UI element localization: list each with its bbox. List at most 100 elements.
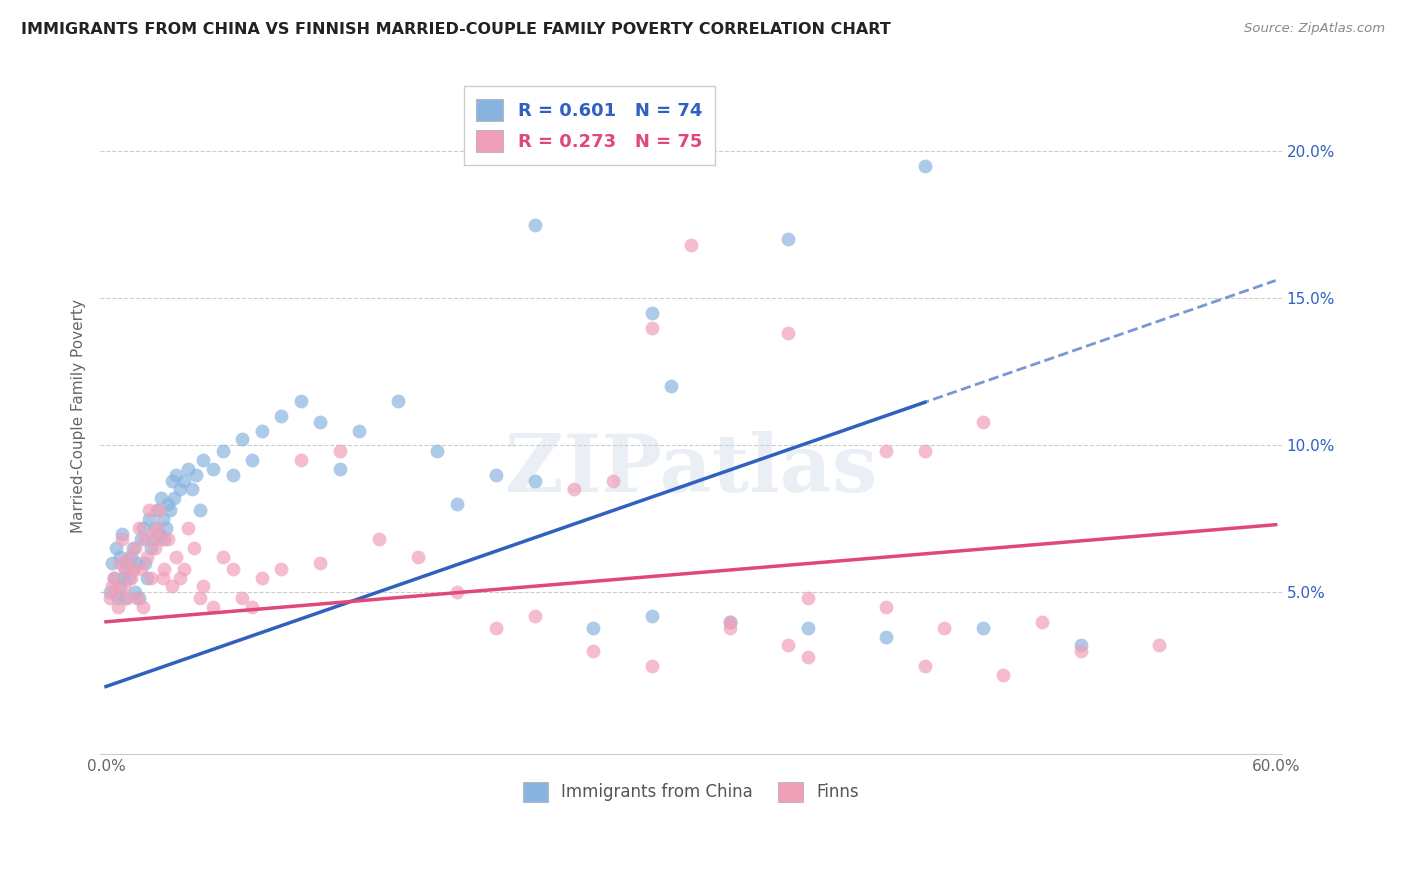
Point: [485, 621, 508, 635]
Point: [250, 571, 273, 585]
Point: [165, 467, 187, 482]
Point: [582, 621, 605, 635]
Point: [202, 462, 225, 476]
Point: [108, 579, 131, 593]
Point: [173, 474, 195, 488]
Point: [177, 521, 200, 535]
Point: [101, 579, 124, 593]
Point: [149, 533, 172, 547]
Point: [270, 562, 292, 576]
Point: [202, 600, 225, 615]
Point: [193, 453, 215, 467]
Point: [127, 556, 149, 570]
Point: [641, 659, 664, 673]
Point: [309, 556, 332, 570]
Point: [103, 571, 125, 585]
Point: [134, 533, 156, 547]
Point: [122, 562, 145, 576]
Point: [193, 579, 215, 593]
Point: [139, 571, 162, 585]
Point: [108, 550, 131, 565]
Point: [138, 512, 160, 526]
Point: [406, 550, 429, 565]
Point: [582, 644, 605, 658]
Point: [124, 541, 146, 556]
Point: [114, 591, 136, 606]
Point: [875, 444, 897, 458]
Point: [679, 238, 702, 252]
Point: [875, 600, 897, 615]
Point: [778, 638, 800, 652]
Point: [163, 491, 186, 506]
Point: [367, 533, 389, 547]
Point: [222, 562, 245, 576]
Point: [212, 550, 235, 565]
Point: [188, 591, 211, 606]
Point: [797, 591, 820, 606]
Point: [153, 533, 176, 547]
Point: [659, 379, 682, 393]
Point: [934, 621, 956, 635]
Point: [159, 503, 181, 517]
Point: [446, 585, 468, 599]
Point: [149, 491, 172, 506]
Point: [184, 467, 207, 482]
Point: [107, 591, 129, 606]
Point: [270, 409, 292, 423]
Point: [98, 591, 121, 606]
Point: [180, 483, 202, 497]
Point: [1147, 638, 1170, 652]
Point: [157, 533, 180, 547]
Point: [110, 526, 132, 541]
Point: [240, 600, 263, 615]
Point: [188, 503, 211, 517]
Point: [128, 521, 150, 535]
Point: [602, 474, 624, 488]
Point: [231, 433, 253, 447]
Point: [142, 526, 165, 541]
Point: [290, 453, 312, 467]
Point: [914, 159, 936, 173]
Point: [329, 444, 352, 458]
Point: [240, 453, 263, 467]
Point: [169, 483, 191, 497]
Point: [162, 474, 184, 488]
Point: [139, 541, 162, 556]
Point: [222, 467, 245, 482]
Point: [135, 571, 157, 585]
Point: [875, 630, 897, 644]
Point: [135, 550, 157, 565]
Point: [778, 232, 800, 246]
Point: [128, 591, 150, 606]
Point: [972, 621, 994, 635]
Point: [132, 521, 155, 535]
Point: [152, 571, 174, 585]
Point: [165, 550, 187, 565]
Point: [120, 571, 142, 585]
Point: [523, 218, 546, 232]
Point: [112, 579, 135, 593]
Point: [778, 326, 800, 341]
Point: [118, 550, 141, 565]
Point: [991, 667, 1014, 681]
Point: [117, 556, 139, 570]
Legend: Immigrants from China, Finns: Immigrants from China, Finns: [512, 770, 870, 814]
Point: [124, 585, 146, 599]
Point: [177, 462, 200, 476]
Point: [118, 571, 141, 585]
Point: [129, 533, 152, 547]
Point: [914, 444, 936, 458]
Point: [914, 659, 936, 673]
Point: [122, 562, 145, 576]
Point: [112, 571, 135, 585]
Point: [562, 483, 585, 497]
Text: ZIPatlas: ZIPatlas: [505, 431, 877, 509]
Point: [122, 541, 145, 556]
Point: [98, 585, 121, 599]
Point: [718, 615, 741, 629]
Point: [104, 585, 127, 599]
Point: [797, 650, 820, 665]
Point: [153, 562, 176, 576]
Point: [641, 306, 664, 320]
Point: [157, 497, 180, 511]
